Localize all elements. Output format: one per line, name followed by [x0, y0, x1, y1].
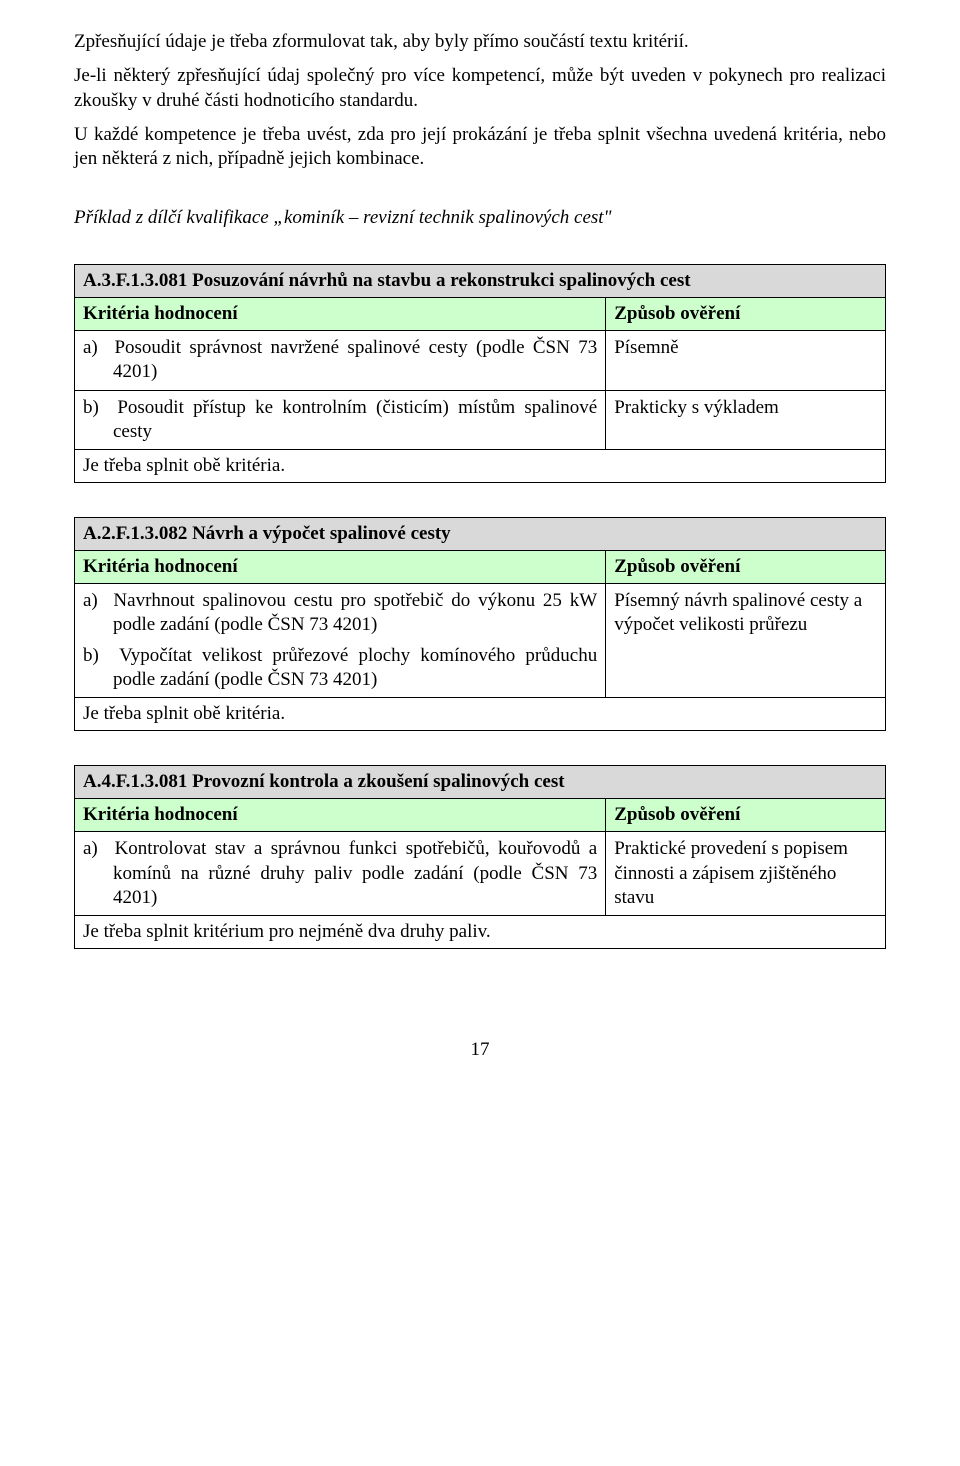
example-caption: Příklad z dílčí kvalifikace „kominík – r… — [74, 206, 886, 230]
table-row: b) Posoudit přístup ke kontrolním (čisti… — [75, 390, 886, 450]
intro-paragraph-3: U každé kompetence je třeba uvést, zda p… — [74, 123, 886, 172]
method-cell: Písemně — [606, 330, 886, 390]
method-cell: Prakticky s výkladem — [606, 390, 886, 450]
table-title-row: A.3.F.1.3.081 Posuzování návrhů na stavb… — [75, 264, 886, 297]
table-title-row: A.2.F.1.3.082 Návrh a výpočet spalinové … — [75, 518, 886, 551]
method-cell: Praktické provedení s popisem činnosti a… — [606, 832, 886, 916]
method-header: Způsob ověření — [606, 799, 886, 832]
competence-table-2: A.2.F.1.3.082 Návrh a výpočet spalinové … — [74, 517, 886, 731]
criteria-header: Kritéria hodnocení — [75, 297, 606, 330]
criteria-cell: a) Navrhnout spalinovou cestu pro spotře… — [75, 584, 606, 698]
table-footer-row: Je třeba splnit obě kritéria. — [75, 698, 886, 731]
table-footer: Je třeba splnit obě kritéria. — [75, 450, 886, 483]
document-page: Zpřesňující údaje je třeba zformulovat t… — [0, 0, 960, 1101]
criteria-cell: a) Posoudit správnost navržené spalinové… — [75, 330, 606, 390]
table-title: A.2.F.1.3.082 Návrh a výpočet spalinové … — [75, 518, 886, 551]
page-number: 17 — [74, 1039, 886, 1061]
method-header: Způsob ověření — [606, 551, 886, 584]
table-footer: Je třeba splnit kritérium pro nejméně dv… — [75, 916, 886, 949]
table-footer: Je třeba splnit obě kritéria. — [75, 698, 886, 731]
table-header-row: Kritéria hodnocení Způsob ověření — [75, 799, 886, 832]
table-title: A.4.F.1.3.081 Provozní kontrola a zkouše… — [75, 766, 886, 799]
competence-table-1: A.3.F.1.3.081 Posuzování návrhů na stavb… — [74, 264, 886, 483]
intro-paragraph-2: Je-li některý zpřesňující údaj společný … — [74, 64, 886, 113]
criteria-cell: a) Kontrolovat stav a správnou funkci sp… — [75, 832, 606, 916]
intro-paragraph-1: Zpřesňující údaje je třeba zformulovat t… — [74, 30, 886, 54]
competence-table-3: A.4.F.1.3.081 Provozní kontrola a zkouše… — [74, 765, 886, 949]
criteria-header: Kritéria hodnocení — [75, 551, 606, 584]
table-row: a) Navrhnout spalinovou cestu pro spotře… — [75, 584, 886, 698]
method-header: Způsob ověření — [606, 297, 886, 330]
table-header-row: Kritéria hodnocení Způsob ověření — [75, 297, 886, 330]
table-footer-row: Je třeba splnit obě kritéria. — [75, 450, 886, 483]
table-title: A.3.F.1.3.081 Posuzování návrhů na stavb… — [75, 264, 886, 297]
criteria-header: Kritéria hodnocení — [75, 799, 606, 832]
table-header-row: Kritéria hodnocení Způsob ověření — [75, 551, 886, 584]
table-title-row: A.4.F.1.3.081 Provozní kontrola a zkouše… — [75, 766, 886, 799]
table-footer-row: Je třeba splnit kritérium pro nejméně dv… — [75, 916, 886, 949]
criteria-cell: b) Posoudit přístup ke kontrolním (čisti… — [75, 390, 606, 450]
table-row: a) Kontrolovat stav a správnou funkci sp… — [75, 832, 886, 916]
method-cell: Písemný návrh spalinové cesty a výpočet … — [606, 584, 886, 698]
table-row: a) Posoudit správnost navržené spalinové… — [75, 330, 886, 390]
